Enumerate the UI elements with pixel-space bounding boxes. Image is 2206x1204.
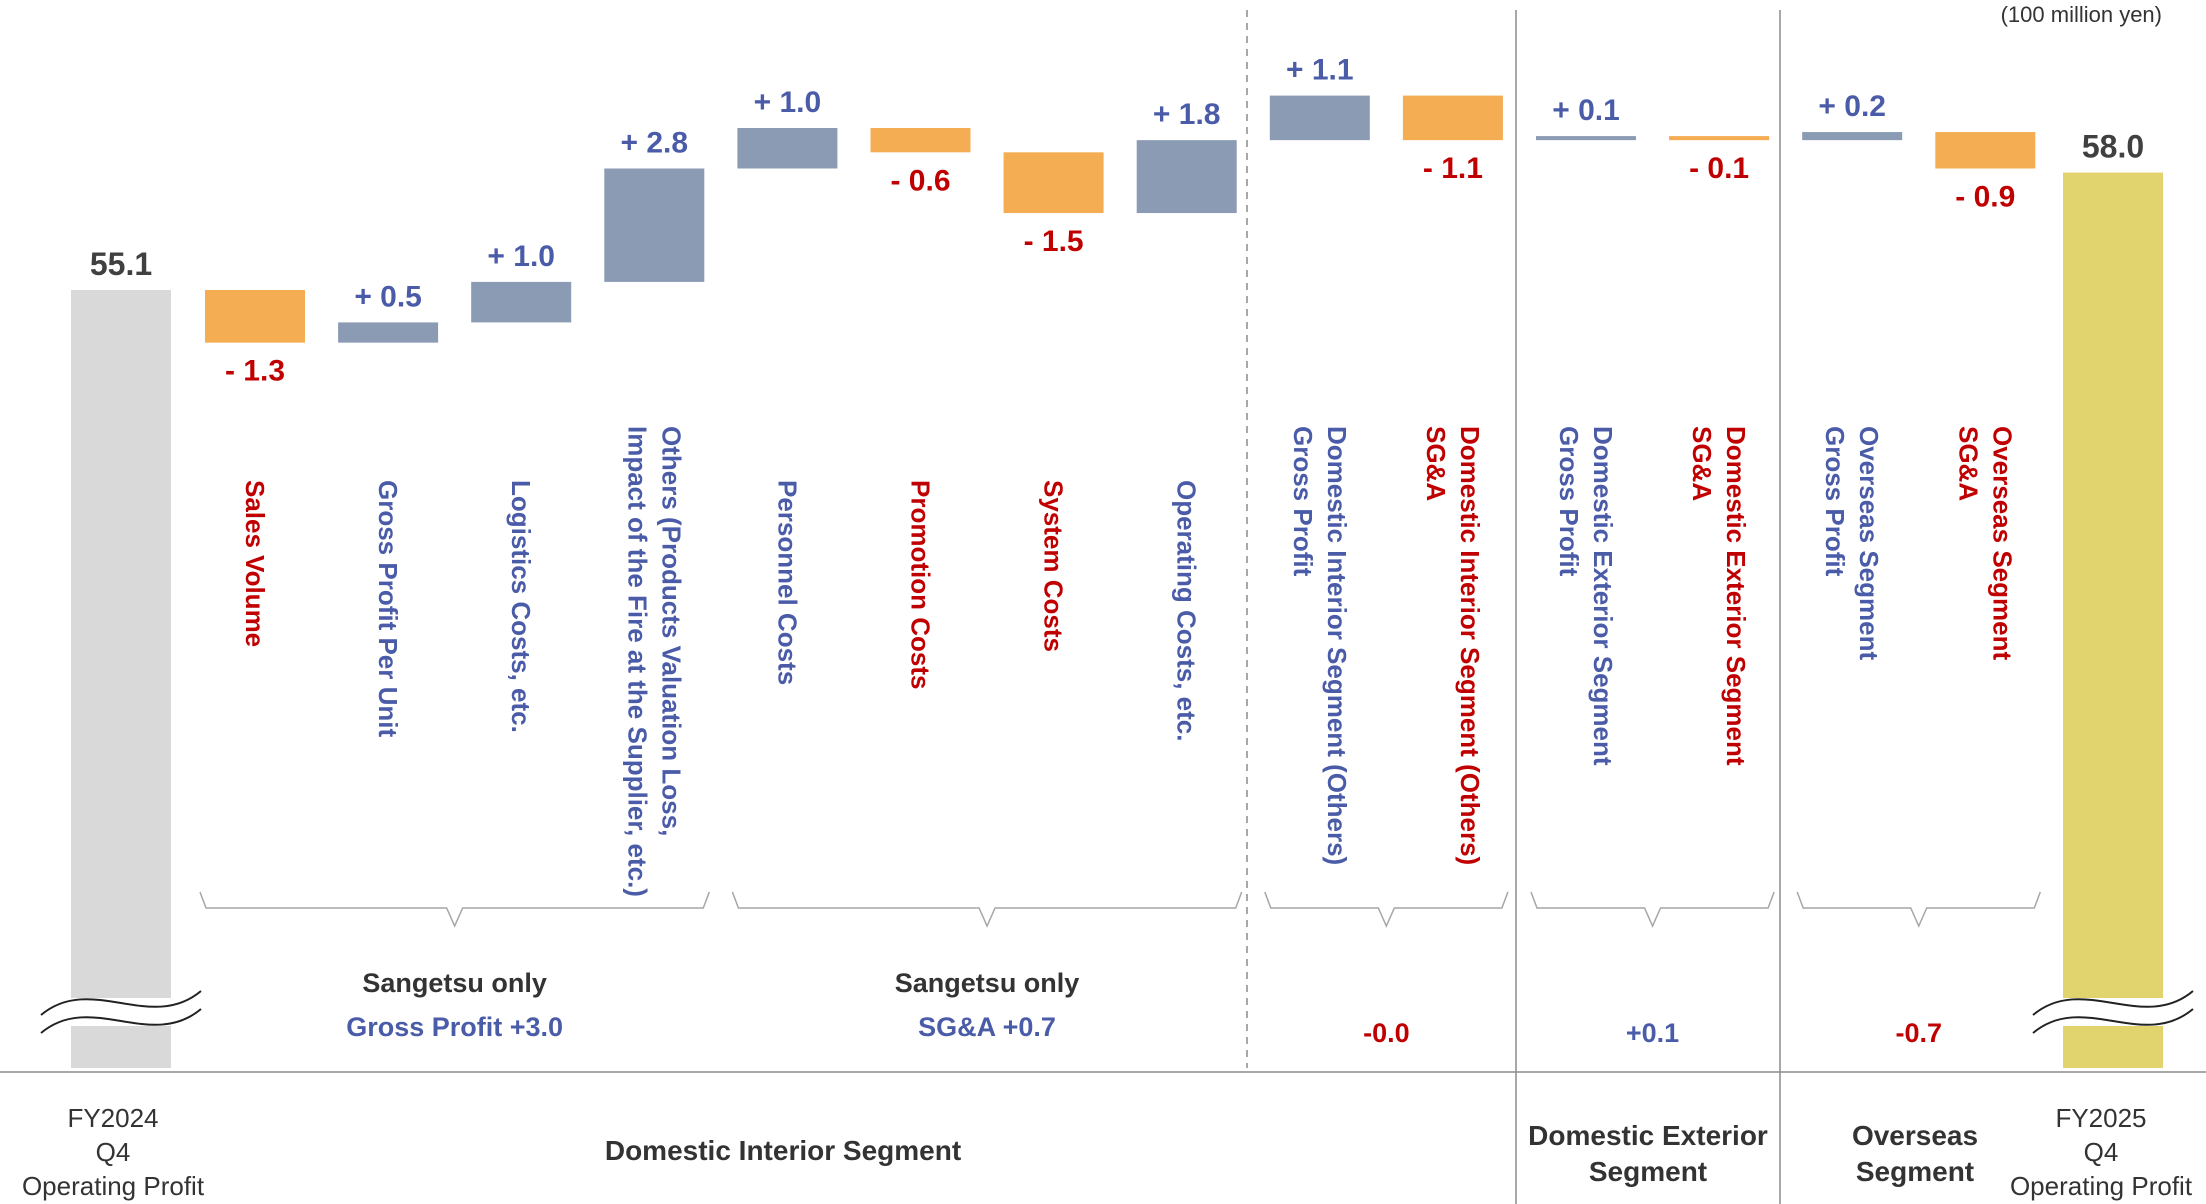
axis-break-line	[2032, 990, 2194, 1016]
segment-label: Segment	[1856, 1156, 1974, 1187]
category-label: Domestic Exterior Segment	[1721, 426, 1751, 766]
segment-label: Segment	[1589, 1156, 1707, 1187]
value-label: + 1.0	[754, 86, 822, 119]
value-label: - 1.1	[1423, 152, 1483, 185]
category-labels: Sales Volume Gross Profit Per Unit Logisti…	[240, 426, 2017, 897]
start-axis-label: Q4	[96, 1137, 131, 1167]
segment-label: Overseas	[1852, 1120, 1978, 1151]
category-label: Domestic Interior Segment (Others)	[1455, 426, 1485, 865]
value-label: + 1.8	[1153, 98, 1221, 131]
category-label: Others (Products Valuation Loss,	[656, 426, 686, 836]
end-total-label: 58.0	[2082, 129, 2144, 165]
value-label: - 0.9	[1955, 181, 2015, 214]
start-total-bar	[71, 290, 171, 1068]
end-axis-label: Q4	[2084, 1137, 2119, 1167]
value-label: + 1.1	[1286, 54, 1354, 87]
category-label: SG&A	[1953, 426, 1983, 501]
axis-labels: FY2024 Q4 Operating Profit FY2025 Q4 Operatin…	[22, 1103, 2193, 1201]
waterfall-bar	[1669, 136, 1770, 141]
group-summary: -0.0	[1363, 1018, 1410, 1048]
segment-label: Domestic Exterior	[1528, 1120, 1768, 1151]
waterfall-bar	[737, 128, 838, 169]
value-label: - 1.3	[225, 355, 285, 388]
axis-break-icon	[40, 990, 202, 1034]
category-label: System Costs	[1039, 480, 1069, 652]
axis-break-line	[40, 1008, 202, 1034]
start-total-label: 55.1	[90, 246, 152, 282]
category-label: SG&A	[1687, 426, 1717, 501]
start-axis-label: FY2024	[67, 1103, 158, 1133]
axis-break-line	[40, 990, 202, 1016]
waterfall-bar	[870, 128, 971, 153]
waterfall-bar	[471, 281, 572, 323]
category-label: Promotion Costs	[906, 480, 936, 689]
group-brackets: Sangetsu only Gross Profit +3.0 Sangetsu o…	[199, 891, 2042, 1048]
group-summary: -0.7	[1895, 1018, 1942, 1048]
waterfall-bar	[205, 290, 305, 343]
value-label: - 1.5	[1024, 225, 1084, 258]
waterfall-bar	[1402, 95, 1503, 141]
value-label: - 0.1	[1689, 152, 1749, 185]
waterfall-bar	[604, 168, 705, 282]
category-label: Impact of the Fire at the Supplier, etc.…	[622, 426, 652, 897]
value-label: + 0.5	[354, 280, 422, 313]
group-summary: SG&A +0.7	[918, 1012, 1056, 1042]
start-axis-label: Operating Profit	[22, 1171, 205, 1201]
value-label: + 2.8	[621, 127, 689, 160]
category-label: Gross Profit	[1288, 426, 1318, 577]
axis-break-icon	[2032, 990, 2194, 1034]
group-bracket	[1264, 891, 1509, 928]
separator-lines	[0, 10, 2206, 1204]
bars	[40, 95, 2194, 1069]
value-label: + 0.1	[1552, 94, 1620, 127]
category-label: Domestic Interior Segment (Others)	[1322, 426, 1352, 865]
waterfall-bar	[1269, 95, 1370, 141]
category-label: Personnel Costs	[772, 480, 802, 685]
waterfall-bar	[1136, 140, 1237, 214]
waterfall-bar	[1802, 132, 1903, 141]
category-label: Domestic Exterior Segment	[1588, 426, 1618, 766]
category-label: Overseas Segment	[1987, 426, 2017, 660]
segment-label: Domestic Interior Segment	[605, 1135, 961, 1166]
value-label: - 0.6	[890, 164, 950, 197]
waterfall-bar	[1935, 132, 2036, 169]
value-labels: 55.1 - 1.3 + 0.5 + 1.0 + 2.8 + 1.0 - 0.6 - 1.5 +…	[90, 54, 2144, 388]
category-label: SG&A	[1421, 426, 1451, 501]
category-label: Overseas Segment	[1854, 426, 1884, 660]
category-label: Gross Profit Per Unit	[373, 480, 403, 737]
group-bracket	[1796, 891, 2042, 928]
group-summary: Gross Profit +3.0	[346, 1012, 563, 1042]
category-label: Logistics Costs, etc.	[506, 480, 536, 733]
value-label: + 0.2	[1818, 90, 1886, 123]
category-label: Sales Volume	[240, 480, 270, 647]
group-title: Sangetsu only	[895, 968, 1080, 998]
waterfall-bar	[338, 322, 439, 343]
group-bracket	[731, 891, 1243, 928]
axis-break-line	[2032, 1008, 2194, 1034]
end-total-bar	[2063, 172, 2163, 1069]
group-title: Sangetsu only	[362, 968, 547, 998]
end-axis-label: FY2025	[2055, 1103, 2146, 1133]
unit-note: (100 million yen)	[2001, 2, 2162, 27]
waterfall-bar	[1003, 152, 1104, 214]
group-bracket	[1530, 891, 1775, 928]
category-label: Operating Costs, etc.	[1172, 480, 1202, 742]
category-label: Gross Profit	[1820, 426, 1850, 577]
group-bracket	[199, 891, 711, 928]
end-axis-label: Operating Profit	[2010, 1171, 2193, 1201]
waterfall-bar	[1536, 136, 1636, 141]
category-label: Gross Profit	[1554, 426, 1584, 577]
group-summary: +0.1	[1626, 1018, 1679, 1048]
value-label: + 1.0	[487, 240, 555, 273]
